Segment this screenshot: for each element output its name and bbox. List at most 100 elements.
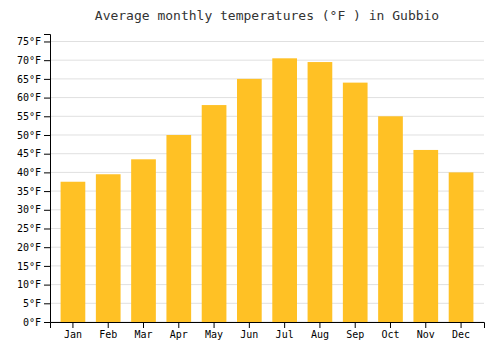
y-tick: 55°F <box>17 111 50 122</box>
y-tick-label: 70°F <box>17 55 41 66</box>
y-tick-label: 25°F <box>17 223 41 234</box>
y-axis-line <box>44 35 51 323</box>
grid-line <box>50 116 484 117</box>
y-tick-mark <box>44 60 50 61</box>
x-tick-mark <box>214 322 215 328</box>
y-tick: 35°F <box>17 186 50 197</box>
x-tick: Dec <box>452 322 470 340</box>
y-tick-mark <box>44 303 50 304</box>
x-tick-mark <box>143 322 144 328</box>
x-tick-mark <box>390 322 391 328</box>
x-tick: Jan <box>64 322 82 340</box>
x-tick-label: May <box>205 329 223 340</box>
bar <box>308 62 333 322</box>
chart-title: Average monthly temperatures (°F ) in Gu… <box>95 8 439 23</box>
x-tick: Feb <box>99 322 117 340</box>
y-tick-label: 75°F <box>17 36 41 47</box>
x-tick-mark <box>355 322 356 328</box>
x-tick: Oct <box>381 322 399 340</box>
y-tick-mark <box>44 154 50 155</box>
y-tick: 60°F <box>17 92 50 103</box>
y-tick: 25°F <box>17 223 50 234</box>
grid <box>50 41 484 322</box>
x-tick: Mar <box>134 322 152 340</box>
y-tick: 70°F <box>17 55 50 66</box>
grid-line <box>50 60 484 61</box>
x-tick-label: Dec <box>452 329 470 340</box>
bar <box>272 58 297 322</box>
y-tick: 40°F <box>17 167 50 178</box>
x-tick-label: Jun <box>240 329 258 340</box>
x-tick-mark <box>108 322 109 328</box>
y-tick: 10°F <box>17 279 50 290</box>
y-tick: 20°F <box>17 242 50 253</box>
x-tick-mark <box>319 322 320 328</box>
y-tick-mark <box>44 266 50 267</box>
y-tick-mark <box>44 285 50 286</box>
bar <box>202 105 227 322</box>
y-tick-label: 20°F <box>17 242 41 253</box>
y-tick-mark <box>44 41 50 42</box>
y-tick: 45°F <box>17 148 50 159</box>
x-tick-label: Mar <box>134 329 152 340</box>
y-tick-label: 35°F <box>17 186 41 197</box>
grid-line <box>50 97 484 98</box>
grid-line <box>50 78 484 79</box>
y-tick-label: 55°F <box>17 111 41 122</box>
y-tick-label: 15°F <box>17 261 41 272</box>
y-tick-label: 40°F <box>17 167 41 178</box>
y-tick-label: 60°F <box>17 92 41 103</box>
x-tick-label: Nov <box>417 329 435 340</box>
bar <box>166 135 191 322</box>
x-tick-mark <box>72 322 73 328</box>
y-tick-mark <box>44 247 50 248</box>
y-tick-label: 50°F <box>17 130 41 141</box>
plot: 0°F 5°F 10°F 15°F 20°F 25°F 30°F 35°F 40°F 45°F 50… <box>17 35 485 341</box>
y-tick-label: 45°F <box>17 148 41 159</box>
bar <box>413 150 438 322</box>
x-tick-label: Sep <box>346 329 364 340</box>
y-tick-mark <box>44 116 50 117</box>
y-tick-label: 0°F <box>23 317 41 328</box>
bar <box>96 174 121 322</box>
x-tick: Aug <box>311 322 329 340</box>
y-tick-mark <box>44 322 50 323</box>
x-tick: Jun <box>240 322 258 340</box>
y-tick-label: 65°F <box>17 74 41 85</box>
grid-line <box>50 41 484 42</box>
bar <box>131 159 156 322</box>
grid-line <box>50 134 484 135</box>
y-tick-label: 10°F <box>17 279 41 290</box>
x-axis-line <box>51 323 485 329</box>
x-tick-label: Feb <box>99 329 117 340</box>
chart-svg: 0°F 5°F 10°F 15°F 20°F 25°F 30°F 35°F 40°F 45°F 50… <box>0 0 500 350</box>
x-tick-mark <box>249 322 250 328</box>
x-tick-label: Apr <box>170 329 188 340</box>
y-tick-mark <box>44 98 50 99</box>
x-axis: Jan Feb Mar Apr May Jun Jul Aug Sep Oct Nov Dec <box>51 322 485 340</box>
chart-container: 0°F 5°F 10°F 15°F 20°F 25°F 30°F 35°F 40°F 45°F 50… <box>0 0 500 350</box>
y-tick-label: 30°F <box>17 204 41 215</box>
bar <box>378 116 403 322</box>
y-tick: 75°F <box>17 36 50 47</box>
x-tick: Jul <box>276 322 294 340</box>
x-tick: Apr <box>170 322 188 340</box>
x-tick-mark <box>425 322 426 328</box>
y-tick: 50°F <box>17 130 50 141</box>
y-axis: 0°F 5°F 10°F 15°F 20°F 25°F 30°F 35°F 40°F 45°F 50… <box>17 35 51 328</box>
x-tick: May <box>205 322 223 340</box>
y-tick: 30°F <box>17 204 50 215</box>
x-tick-mark <box>284 322 285 328</box>
x-tick-label: Aug <box>311 329 329 340</box>
bar <box>449 172 474 322</box>
bars <box>61 58 474 322</box>
bar <box>61 182 86 322</box>
y-tick: 15°F <box>17 261 50 272</box>
y-tick: 65°F <box>17 74 50 85</box>
x-tick-label: Jan <box>64 329 82 340</box>
x-tick: Sep <box>346 322 364 340</box>
y-tick: 5°F <box>23 298 50 309</box>
y-tick-mark <box>44 79 50 80</box>
y-tick-mark <box>44 210 50 211</box>
y-tick-mark <box>44 228 50 229</box>
